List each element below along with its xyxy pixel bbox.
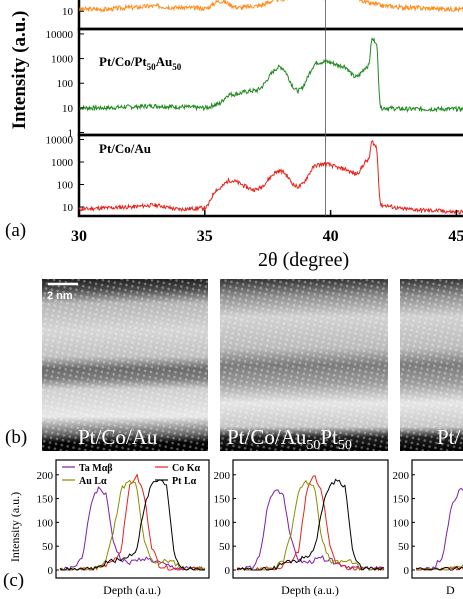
stem-image-2: Pt/Co/Au50Pt50 — [220, 279, 388, 453]
sample-label-ptcoptau: Pt/Co/Pt50Au50 — [99, 54, 182, 72]
x-tick-label: 35 — [197, 228, 213, 245]
subplot-3-frame — [77, 133, 463, 218]
eds-y-tick-label: 0 — [48, 565, 54, 577]
eds-plot-1-frame — [55, 459, 210, 579]
eds-y-tick-label: 100 — [393, 517, 410, 529]
eds-xlabel-2: Depth (a.u.) — [281, 583, 339, 597]
eds-y-tick-label: 50 — [219, 541, 231, 553]
y-tick-label: 100 — [57, 78, 74, 90]
y-tick-label: 1000 — [51, 54, 74, 66]
xrd-trace-3 — [78, 139, 463, 215]
eds-trace-1-1 — [59, 473, 205, 571]
panel-c-ylabel: Intensity (a.u.) — [8, 492, 22, 562]
y-tick-label: 10000 — [46, 29, 74, 41]
xrd-trace-1 — [78, 0, 463, 14]
y-tick-label: 10 — [62, 6, 74, 18]
legend-label-pt: Pt Lα — [172, 476, 197, 487]
eds-y-tick-label: 150 — [393, 494, 410, 506]
subplot-1-frame — [77, 0, 463, 31]
panel-b: Pt/Co/Au Pt/Co/Au50Pt50 Pt/ 2 nm (b) — [5, 279, 463, 453]
eds-y-tick-label: 200 — [214, 470, 231, 482]
eds-plot-2-frame — [232, 459, 389, 579]
subplot-2-frame — [77, 27, 463, 137]
eds-trace-1-3 — [59, 479, 205, 571]
eds-trace-3-0 — [416, 487, 463, 571]
y-tick-label: 10 — [62, 202, 74, 214]
panel-c-label: (c) — [3, 570, 24, 591]
y-tick-label: 1000 — [51, 157, 74, 169]
scale-bar-label: 2 nm — [47, 290, 73, 302]
eds-y-tick-label: 200 — [37, 470, 54, 482]
xrd-trace-2 — [78, 37, 463, 113]
eds-y-tick-label: 50 — [398, 541, 410, 553]
x-tick-labels: 30 35 40 45 — [71, 210, 463, 245]
stem-image-1: Pt/Co/Au — [42, 279, 208, 451]
x-tick-label: 45 — [448, 228, 463, 245]
x-tick-label: 40 — [323, 228, 339, 245]
eds-legend: Ta Mαβ Co Kα Au Lα Pt Lα — [62, 463, 201, 487]
xrd-traces — [78, 0, 463, 215]
stem-caption-2: Pt/Co/Au50Pt50 — [227, 425, 352, 453]
legend-label-ta: Ta Mαβ — [79, 463, 113, 474]
eds-traces — [59, 473, 463, 571]
y-tick-label: 1 — [68, 128, 74, 140]
stem-image-3: Pt/ — [400, 279, 463, 451]
eds-y-tick-label: 0 — [404, 565, 410, 577]
eds-trace-3-2 — [415, 564, 463, 571]
y-tick-label: 10 — [62, 103, 74, 115]
eds-trace-1-2 — [59, 479, 205, 571]
x-tick-label: 30 — [71, 228, 87, 245]
eds-y-tick-label: 50 — [42, 541, 54, 553]
eds-y-tick-label: 150 — [214, 494, 231, 506]
panel-a-label: (a) — [5, 220, 26, 241]
panel-b-label: (b) — [5, 427, 27, 448]
eds-y-tick-label: 0 — [225, 565, 231, 577]
eds-y-tick-label: 100 — [214, 517, 231, 529]
panel-c: Intensity (a.u.) (c) 0 50 100 150 200 0 50 100 1… — [3, 459, 463, 597]
eds-plot-3-frame — [411, 459, 463, 579]
stem-caption-1: Pt/Co/Au — [78, 425, 158, 449]
eds-trace-2-3 — [236, 478, 384, 571]
eds-trace-1-0 — [59, 486, 206, 571]
eds-xlabel-3: D — [446, 583, 455, 597]
stem-caption-3: Pt/ — [437, 425, 461, 449]
eds-trace-3-3 — [415, 566, 463, 571]
y-tick-label: 100 — [57, 180, 74, 192]
panel-a-ylabel: Intensity (a.u.) — [9, 11, 30, 130]
eds-y-tick-label: 100 — [37, 517, 54, 529]
eds-y-tick-label: 200 — [393, 470, 410, 482]
eds-xlabel-1: Depth (a.u.) — [103, 583, 161, 597]
legend-label-au: Au Lα — [79, 476, 107, 487]
panel-a-xlabel: 2θ (degree) — [258, 249, 349, 271]
legend-label-co: Co Kα — [172, 463, 201, 474]
sample-label-ptcoau: Pt/Co/Au — [99, 141, 151, 156]
panel-a: Intensity (a.u.) 10100001000100101100001… — [5, 0, 463, 271]
eds-trace-2-2 — [236, 479, 385, 571]
y-tick-label: 10000 — [46, 135, 74, 147]
eds-trace-2-0 — [236, 489, 385, 571]
eds-y-tick-labels: 0 50 100 150 200 0 50 100 150 200 0 50 100 150 200 — [37, 470, 415, 577]
eds-y-tick-label: 150 — [37, 494, 54, 506]
